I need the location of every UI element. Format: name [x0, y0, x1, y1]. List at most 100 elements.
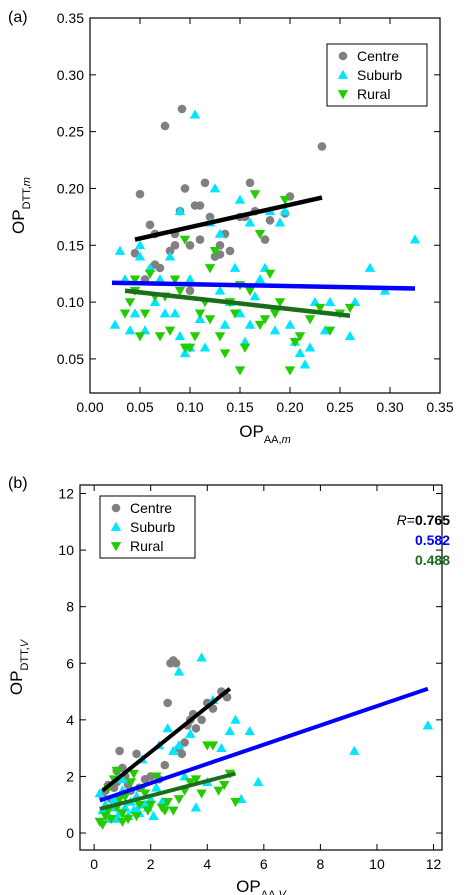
data-point-centre	[177, 749, 187, 759]
data-point-rural	[314, 303, 326, 313]
data-point-centre	[205, 212, 215, 222]
data-point-suburb	[169, 308, 181, 318]
x-tick-label: 0.25	[326, 399, 353, 415]
plot-frame	[79, 484, 443, 851]
fit-line-suburb	[111, 280, 416, 291]
data-point-rural	[111, 766, 122, 776]
data-point-centre	[215, 250, 225, 259]
data-point-centre	[135, 189, 145, 199]
data-point-suburb	[174, 330, 186, 341]
x-tick-label: 0	[90, 856, 98, 872]
x-axis-label-sub: AA,	[261, 889, 279, 895]
fit-line-suburb	[99, 686, 429, 803]
data-point-rural	[213, 786, 224, 796]
data-point-suburb	[252, 776, 264, 786]
series-centre	[130, 104, 327, 296]
data-point-suburb	[224, 725, 236, 736]
data-point-centre	[195, 201, 205, 210]
data-point-suburb	[134, 251, 146, 261]
data-point-rural	[179, 343, 191, 353]
data-point-rural	[119, 309, 131, 319]
data-point-rural	[254, 230, 266, 240]
legend: Centre Suburb Rural	[99, 495, 196, 559]
data-point-suburb	[151, 782, 162, 792]
panel-label: (b)	[8, 475, 28, 492]
x-axis-label-main: OP	[236, 877, 261, 895]
data-point-suburb	[162, 723, 173, 733]
y-tick-label: 10	[58, 542, 74, 558]
x-tick-label: 0.15	[226, 399, 253, 415]
y-tick-label: 0.25	[57, 124, 84, 140]
data-point-centre	[185, 286, 195, 296]
data-point-centre	[177, 104, 187, 114]
data-point-rural	[174, 286, 186, 296]
data-point-suburb	[309, 296, 321, 306]
data-point-rural	[204, 315, 216, 325]
legend-marker-centre	[111, 503, 121, 513]
y-tick-label: 4	[66, 712, 74, 728]
panel-b: (b)0 2 4 6 8 10 12024681012OPAA,VOPDTT,VCentre…	[7, 475, 450, 895]
x-tick-label: 8	[316, 856, 324, 872]
data-point-centre	[185, 240, 195, 250]
data-point-rural	[189, 332, 201, 342]
data-point-rural	[128, 769, 139, 779]
data-point-rural	[97, 820, 108, 830]
x-tick-label: 12	[426, 856, 442, 872]
data-point-rural	[304, 315, 316, 325]
data-point-centre	[115, 746, 124, 756]
legend: Centre Suburb Rural	[326, 43, 428, 107]
y-axis-label-sub: DTT,	[19, 647, 31, 670]
data-point-centre	[171, 658, 181, 668]
panel-a: (a) 0.00 0.05 0.10 0.15 0.20 0.25 0.30 0.35 0.05 0…	[8, 9, 454, 446]
data-point-centre	[180, 184, 190, 193]
y-tick-label: 0.20	[57, 180, 84, 196]
data-point-suburb	[189, 109, 201, 119]
fit-line-rural	[99, 771, 237, 811]
y-axis-label-main: OP	[9, 209, 28, 234]
y-axis-label-sub-italic: V	[19, 638, 31, 647]
data-point-rural	[144, 269, 156, 279]
data-point-rural	[134, 800, 145, 810]
data-point-rural	[214, 332, 226, 342]
x-axis-label: OPAA,m	[239, 422, 290, 446]
data-point-suburb	[319, 325, 331, 335]
data-point-suburb	[164, 251, 176, 261]
data-point-rural	[324, 326, 336, 336]
x-tick-label: 0.20	[276, 399, 303, 415]
correlation-values: R=0.765 0.582 0.488	[397, 512, 451, 568]
data-point-centre	[163, 698, 172, 708]
x-tick-label: 6	[260, 856, 268, 872]
data-point-suburb	[156, 796, 168, 806]
data-point-suburb	[174, 205, 186, 216]
data-point-suburb	[168, 745, 179, 755]
data-point-centre	[317, 142, 327, 151]
y-axis-label-main: OP	[7, 671, 26, 696]
legend-label-suburb: Suburb	[357, 67, 402, 83]
data-point-suburb	[239, 336, 251, 346]
data-point-suburb	[216, 742, 227, 753]
y-tick-label: 12	[58, 485, 74, 501]
legend-marker-rural	[110, 542, 122, 552]
data-point-suburb	[274, 217, 286, 227]
data-point-centre	[245, 178, 255, 188]
data-point-rural	[117, 817, 128, 827]
x-tick-label: 0.10	[176, 399, 203, 415]
data-point-rural	[151, 772, 162, 782]
data-point-suburb	[244, 217, 256, 227]
fit-line-centre	[101, 687, 232, 793]
x-tick-label: 2	[147, 856, 155, 872]
data-point-rural	[209, 247, 221, 257]
data-point-rural	[264, 269, 276, 279]
y-tick-label: 0.10	[57, 294, 84, 310]
legend-label-rural: Rural	[357, 86, 390, 102]
correlation-symbol: R	[397, 512, 407, 528]
legend-marker-suburb	[110, 521, 122, 531]
data-point-suburb	[324, 296, 336, 306]
data-point-suburb	[154, 274, 166, 284]
data-point-rural	[164, 326, 176, 336]
data-point-suburb	[114, 245, 126, 255]
legend-label-rural: Rural	[130, 538, 163, 554]
data-point-suburb	[94, 788, 105, 798]
data-point-rural	[269, 309, 281, 319]
data-point-rural	[229, 309, 241, 319]
